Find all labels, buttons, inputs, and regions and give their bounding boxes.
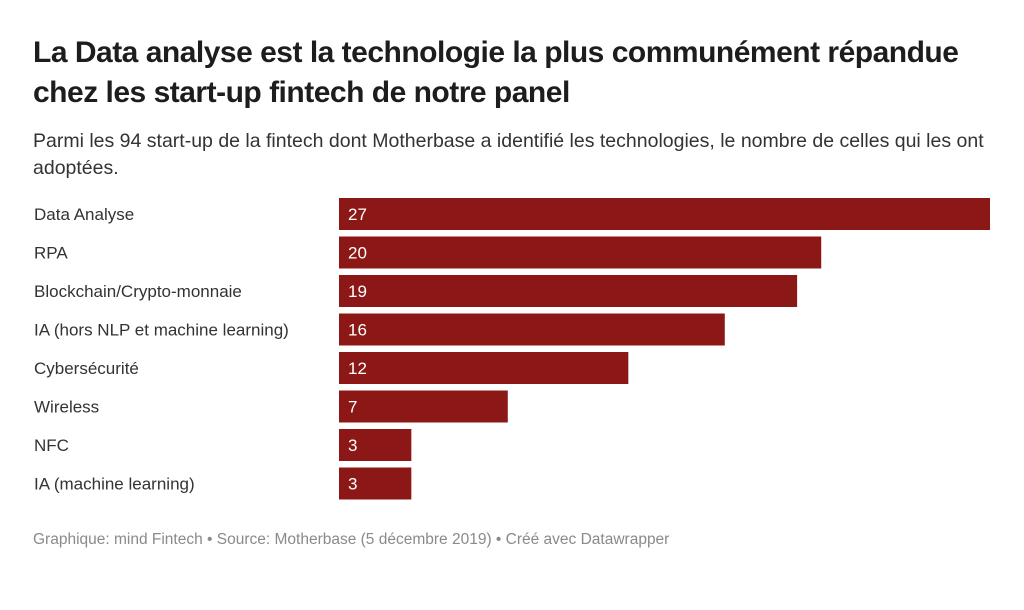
bar	[339, 236, 822, 269]
bar	[339, 467, 412, 500]
category-label: IA (hors NLP et machine learning)	[34, 321, 289, 340]
bar	[339, 429, 412, 461]
bar-chart: Data Analyse 27 RPA 20 Blockchain/Crypto-mon…	[34, 198, 990, 500]
chart-title: La Data analyse est la technologie la pl…	[33, 36, 959, 109]
value-label: 7	[348, 398, 357, 417]
bar	[339, 198, 990, 230]
value-label: 12	[348, 359, 367, 378]
value-label: 3	[348, 436, 357, 455]
bar	[339, 352, 629, 384]
category-label: Blockchain/Crypto-monnaie	[34, 282, 242, 301]
category-label: Wireless	[34, 398, 99, 417]
bar	[339, 275, 798, 307]
bar	[339, 313, 725, 346]
category-label: Data Analyse	[34, 205, 134, 224]
category-label: RPA	[34, 244, 68, 263]
category-label: Cybersécurité	[34, 359, 139, 378]
value-label: 27	[348, 205, 367, 224]
chart-subtitle: Parmi les 94 start-up de la fintech dont…	[33, 130, 984, 179]
bar	[339, 390, 508, 423]
category-label: IA (machine learning)	[34, 475, 195, 494]
value-label: 3	[348, 475, 357, 494]
value-label: 16	[348, 321, 367, 340]
category-label: NFC	[34, 436, 69, 455]
value-label: 20	[348, 244, 367, 263]
chart-footer-notes: Graphique: mind Fintech • Source: Mother…	[33, 531, 670, 548]
value-label: 19	[348, 282, 367, 301]
